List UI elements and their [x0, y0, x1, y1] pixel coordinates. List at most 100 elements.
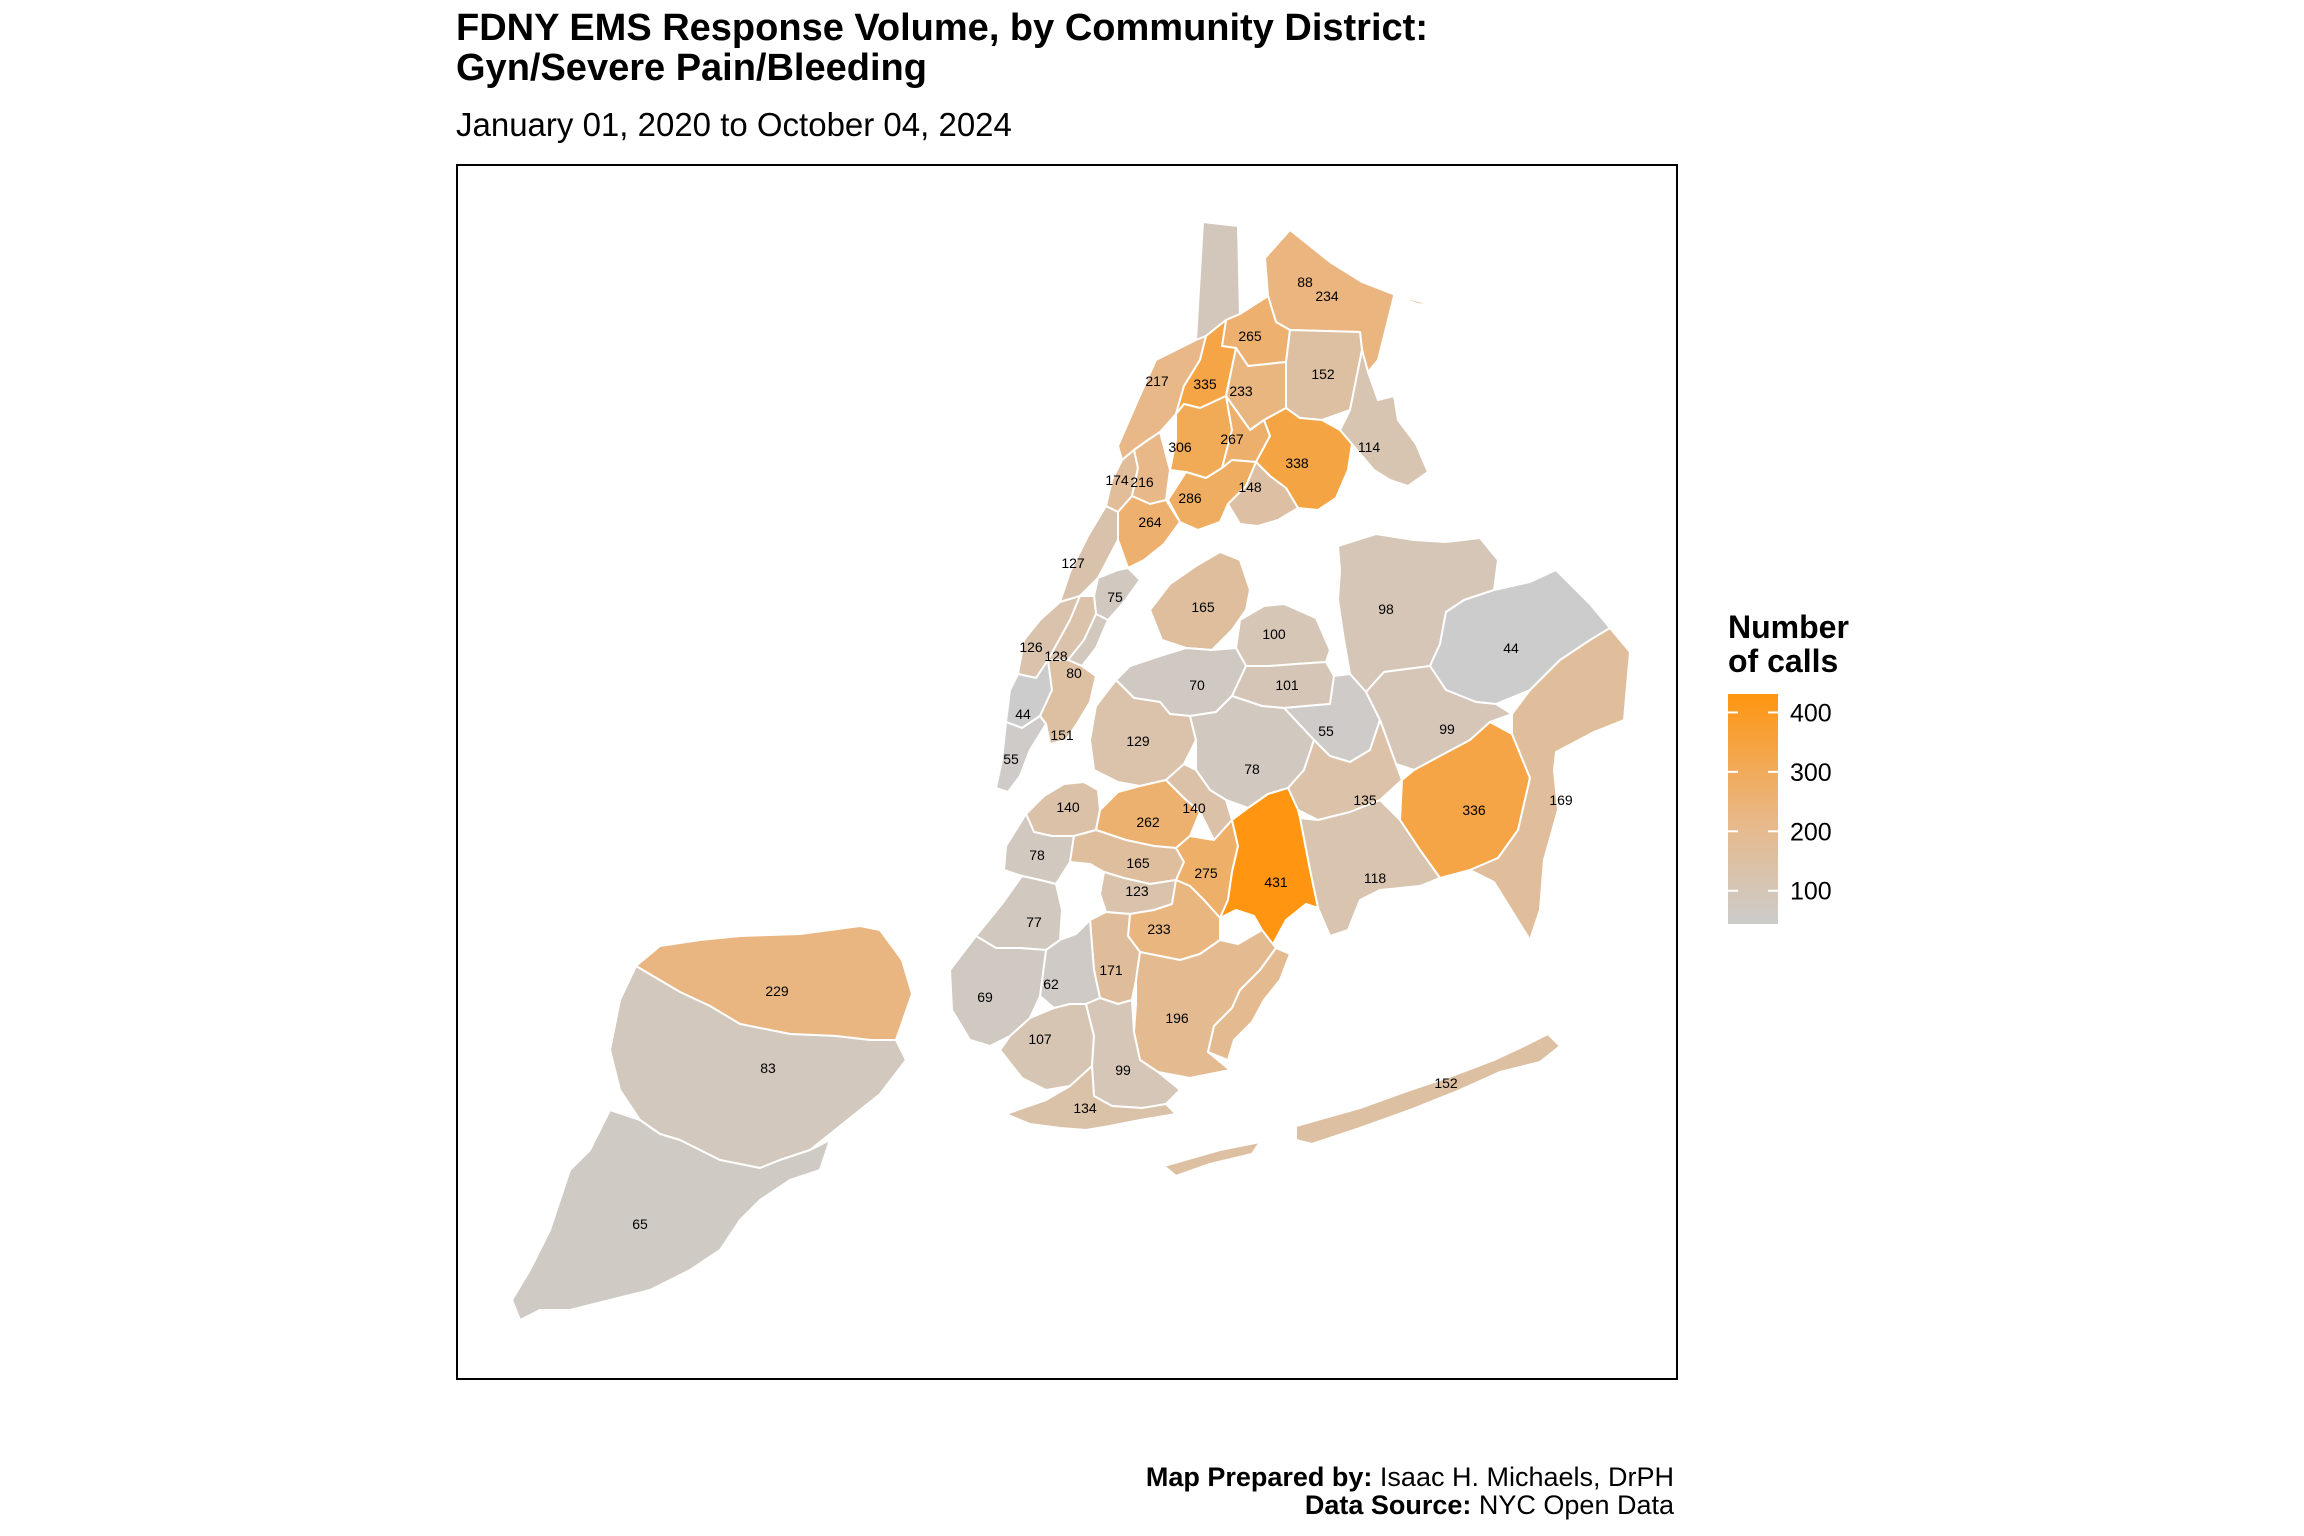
- district-label-bk-8: 123: [1125, 883, 1149, 899]
- district-mn-10[interactable]: [1039, 659, 1097, 745]
- district-bk-18[interactable]: [1207, 947, 1291, 1061]
- district-label-qn-5: 70: [1189, 677, 1205, 693]
- district-label-qn-14: 118: [1364, 870, 1387, 886]
- district-qn-8[interactable]: [1365, 665, 1513, 771]
- map-title-line2: Gyn/Severe Pain/Bleeding: [456, 47, 927, 89]
- district-bx-10[interactable]: [1339, 349, 1429, 487]
- district-mn-3[interactable]: [1117, 495, 1181, 569]
- district-label-mn-4: 127: [1061, 555, 1085, 571]
- district-label-bx-7: 306: [1168, 439, 1192, 455]
- legend-tick-label-200: 200: [1790, 818, 1832, 846]
- district-label-mn-11: 55: [1003, 751, 1019, 767]
- district-label-si-1: 229: [765, 983, 789, 999]
- legend-title-line1: Number: [1728, 609, 1849, 645]
- district-label-mn-9: 44: [1015, 706, 1031, 722]
- legend-gradient-bar: [1728, 694, 1778, 924]
- district-label-bx-5: 335: [1193, 376, 1217, 392]
- district-label-bx-4: 217: [1145, 373, 1169, 389]
- district-label-bk-4: 78: [1029, 847, 1045, 863]
- map-subtitle: January 01, 2020 to October 04, 2024: [456, 106, 1012, 143]
- district-label-mn-5: 75: [1107, 589, 1123, 605]
- district-label-bk-3: 140: [1182, 800, 1206, 816]
- district-label-mn-3: 264: [1138, 514, 1162, 530]
- district-label-bk-13: 69: [977, 989, 993, 1005]
- district-mn-11[interactable]: [995, 715, 1047, 793]
- district-label-bk-2: 262: [1136, 814, 1160, 830]
- district-label-qn-12: 336: [1462, 802, 1486, 818]
- district-qn-11[interactable]: [1287, 719, 1403, 821]
- district-label-bx-8: 267: [1220, 431, 1244, 447]
- district-label-mn-10: 151: [1050, 727, 1074, 743]
- district-label-mn-2: 216: [1130, 474, 1154, 490]
- district-label-qn-2: 98: [1378, 601, 1394, 617]
- district-label-bk-17: 134: [1073, 1100, 1097, 1116]
- district-label-qn-15: 152: [1434, 1075, 1458, 1091]
- color-legend: Number of calls 400 300 200 100: [1728, 610, 1928, 940]
- district-label-bx-9: 338: [1285, 455, 1309, 471]
- district-label-qn-8: 99: [1439, 721, 1455, 737]
- district-label-si-2: 83: [760, 1060, 776, 1076]
- district-qn-15[interactable]: [1295, 1033, 1561, 1145]
- district-label-mn-8: 80: [1066, 665, 1082, 681]
- district-label-qn-4: 44: [1503, 640, 1519, 656]
- district-qn-9[interactable]: [1089, 679, 1197, 787]
- district-label-bk-6: 275: [1194, 865, 1218, 881]
- caption-prepared-value: Isaac H. Michaels, DrPH: [1379, 1462, 1674, 1492]
- district-label-qn-10: 78: [1244, 761, 1260, 777]
- legend-tick-label-300: 300: [1790, 759, 1832, 787]
- district-label-bk-16: 99: [1115, 1062, 1131, 1078]
- caption-source-label: Data Source:: [1304, 1490, 1472, 1520]
- district-qn-1[interactable]: [1149, 551, 1251, 651]
- legend-title: Number of calls: [1728, 610, 1928, 678]
- district-label-bk-14: 196: [1165, 1010, 1189, 1026]
- district-label-mn-6: 126: [1019, 639, 1043, 655]
- district-label-bx-12: 148: [1238, 479, 1262, 495]
- district-label-bx-3: 152: [1311, 366, 1335, 382]
- district-label-bx-11: 286: [1178, 490, 1202, 506]
- legend-colorbar: 400 300 200 100: [1728, 694, 1832, 924]
- district-label-bx-ne: 234: [1315, 288, 1339, 304]
- district-label-bk-12: 62: [1043, 976, 1059, 992]
- district-label-bx-6: 233: [1229, 383, 1253, 399]
- district-label-bx-10: 114: [1358, 439, 1381, 455]
- map-title-line1: FDNY EMS Response Volume, by Community D…: [456, 7, 1428, 49]
- district-qn-13[interactable]: [1469, 627, 1631, 941]
- legend-title-line2: of calls: [1728, 643, 1839, 679]
- caption-source: Data Source: NYC Open Data: [1146, 1491, 1674, 1519]
- legend-tick-label-400: 400: [1790, 699, 1832, 727]
- district-label-bk-7: 431: [1264, 874, 1288, 890]
- legend-tick-label-100: 100: [1790, 878, 1832, 906]
- district-label-qn-13: 169: [1549, 792, 1573, 808]
- district-qn-14[interactable]: [1299, 799, 1441, 937]
- district-label-qn-7: 55: [1318, 723, 1334, 739]
- caption-prepared: Map Prepared by: Isaac H. Michaels, DrPH: [1146, 1463, 1674, 1491]
- district-bk-7[interactable]: [1219, 787, 1319, 947]
- district-qn-16[interactable]: [1163, 1141, 1261, 1177]
- district-label-mn-7: 128: [1044, 648, 1068, 664]
- caption-source-value: NYC Open Data: [1478, 1490, 1674, 1520]
- district-label-bx-n1: 88: [1297, 274, 1313, 290]
- district-label-mn-1: 174: [1105, 472, 1129, 488]
- district-label-bx-2: 265: [1238, 328, 1262, 344]
- district-label-bk-1: 140: [1056, 799, 1080, 815]
- caption-prepared-label: Map Prepared by:: [1145, 1462, 1373, 1492]
- district-label-qn-9: 129: [1126, 733, 1150, 749]
- district-bk-13[interactable]: [949, 935, 1047, 1047]
- district-label-qn-1: 165: [1191, 599, 1215, 615]
- district-label-bk-10: 233: [1147, 921, 1171, 937]
- district-label-bk-11: 171: [1099, 962, 1123, 978]
- district-label-bk-15: 107: [1028, 1031, 1052, 1047]
- district-label-qn-3: 100: [1262, 626, 1286, 642]
- district-label-bk-9: 77: [1026, 914, 1042, 930]
- district-bx-12[interactable]: [1227, 461, 1299, 527]
- district-label-qn-11: 135: [1353, 792, 1377, 808]
- district-label-bk-5: 165: [1126, 855, 1150, 871]
- map-panel: [456, 164, 1678, 1380]
- district-bk-3[interactable]: [1165, 763, 1233, 841]
- district-label-si-3: 65: [632, 1216, 648, 1232]
- district-bk-9[interactable]: [975, 875, 1063, 951]
- district-bk-17[interactable]: [1005, 1065, 1177, 1131]
- district-si-3[interactable]: [511, 1109, 831, 1321]
- map-caption: Map Prepared by: Isaac H. Michaels, DrPH…: [1146, 1463, 1674, 1519]
